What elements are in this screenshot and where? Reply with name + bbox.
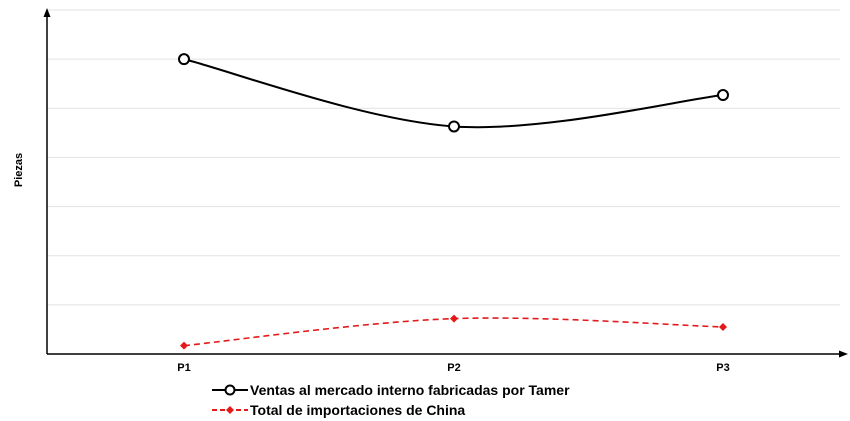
data-point-china-P3 [719,322,727,331]
series-line-1 [183,317,724,347]
legend-item-ventas: Ventas al mercado interno fabricadas por… [212,380,570,400]
legend-label-ventas: Ventas al mercado interno fabricadas por… [250,382,570,398]
data-point-ventas-P1 [178,53,190,66]
y-axis-label: Piezas [13,153,25,187]
legend-label-china: Total de importaciones de China [250,402,466,418]
legend: Ventas al mercado interno fabricadas por… [212,380,570,420]
legend-swatch-china [212,406,248,414]
legend-swatch-ventas [212,384,248,396]
y-axis-arrow [43,8,51,17]
data-point-ventas-P2 [448,120,460,133]
x-tick-label: P1 [177,362,190,374]
data-point-china-P1 [180,341,188,350]
gridlines [47,9,840,306]
x-tick-label: P3 [716,362,729,374]
data-point-china-P2 [450,314,458,323]
series-line-0 [183,58,724,129]
x-axis-arrow [839,350,848,358]
x-tick-label: P2 [447,362,460,374]
legend-item-china: Total de importaciones de China [212,400,570,420]
data-point-ventas-P3 [717,89,729,102]
line-chart: Piezas P1 P2 P3 [13,8,848,374]
series-group [178,53,729,350]
x-tick-labels: P1 P2 P3 [177,362,729,374]
